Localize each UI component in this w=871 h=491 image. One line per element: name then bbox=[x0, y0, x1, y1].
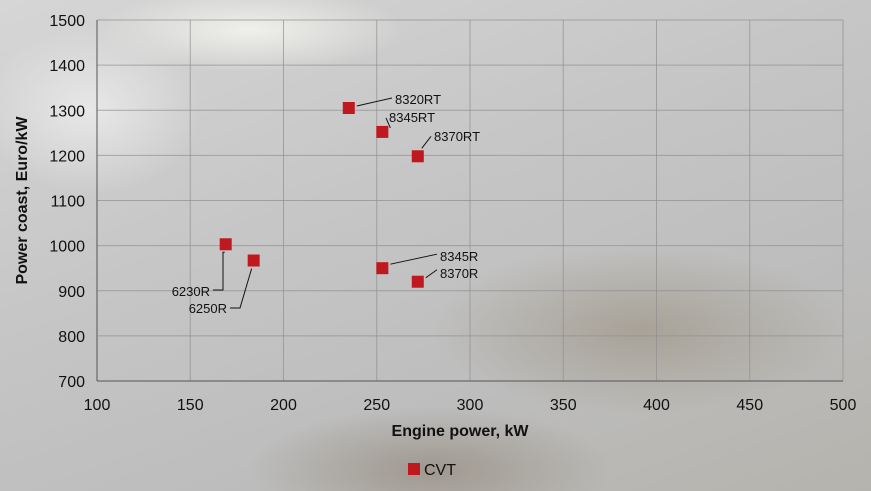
y-tick-label: 900 bbox=[58, 284, 85, 301]
point-8345r bbox=[376, 262, 389, 275]
point-label-6230r: 6230R bbox=[172, 284, 210, 299]
leader-line bbox=[230, 268, 253, 309]
point-label-8320rt: 8320RT bbox=[395, 92, 441, 107]
leader-line bbox=[385, 117, 391, 129]
grid-lines bbox=[96, 19, 844, 382]
data-points bbox=[219, 101, 424, 288]
y-tick-label: 1300 bbox=[49, 103, 85, 120]
leader-line bbox=[421, 135, 432, 149]
x-tick-labels: 100 150 200 250 300 350 400 450 500 bbox=[84, 397, 857, 414]
y-tick-label: 700 bbox=[58, 374, 85, 391]
y-tick-label: 1000 bbox=[49, 239, 85, 256]
point-label-6250r: 6250R bbox=[189, 301, 227, 316]
x-tick-label: 150 bbox=[177, 397, 204, 414]
y-tick-labels: 700 800 900 1000 1100 1200 1300 1400 1500 bbox=[49, 13, 85, 391]
legend: CVT bbox=[408, 462, 456, 479]
legend-label: CVT bbox=[424, 462, 456, 479]
x-tick-label: 500 bbox=[830, 397, 857, 414]
point-label-8345r: 8345R bbox=[440, 249, 478, 264]
x-tick-label: 450 bbox=[736, 397, 763, 414]
point-label-8345rt: 8345RT bbox=[389, 110, 435, 125]
y-tick-label: 800 bbox=[58, 329, 85, 346]
leader-line bbox=[356, 97, 393, 107]
x-tick-label: 250 bbox=[363, 397, 390, 414]
point-8320rt bbox=[342, 101, 355, 114]
x-tick-label: 300 bbox=[457, 397, 484, 414]
y-tick-label: 1200 bbox=[49, 148, 85, 165]
x-tick-label: 400 bbox=[643, 397, 670, 414]
point-6230r bbox=[219, 238, 232, 251]
x-tick-label: 200 bbox=[270, 397, 297, 414]
data-labels: 8320RT 8345RT 8370RT 6230R 6250R 8345R 8370R bbox=[172, 92, 480, 316]
point-label-8370r: 8370R bbox=[440, 266, 478, 281]
point-8370r bbox=[411, 275, 424, 288]
x-tick-label: 100 bbox=[84, 397, 111, 414]
leader-line bbox=[213, 251, 225, 291]
point-8345rt bbox=[376, 125, 389, 138]
y-tick-label: 1100 bbox=[51, 194, 86, 211]
x-tick-label: 350 bbox=[550, 397, 577, 414]
legend-marker bbox=[408, 463, 420, 475]
leader-line bbox=[390, 253, 438, 265]
y-axis-title: Power coast, Euro/kW bbox=[14, 116, 31, 285]
y-tick-label: 1500 bbox=[49, 13, 85, 30]
x-axis-title: Engine power, kW bbox=[392, 423, 530, 440]
leader-line bbox=[425, 269, 438, 279]
point-8370rt bbox=[411, 150, 424, 163]
point-label-8370rt: 8370RT bbox=[434, 129, 480, 144]
point-6250r bbox=[247, 254, 260, 267]
y-tick-label: 1400 bbox=[49, 58, 85, 75]
